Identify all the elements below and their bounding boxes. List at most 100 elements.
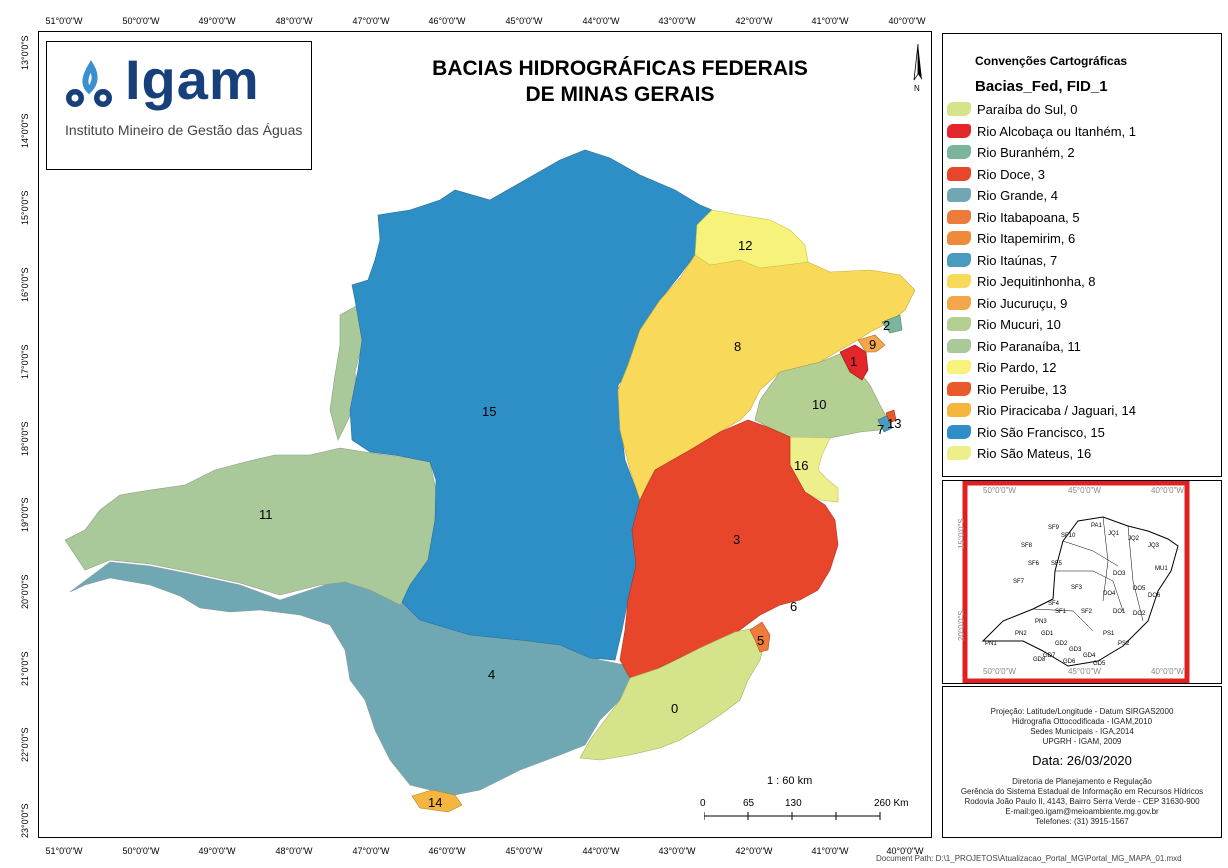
inset-code: GD4: [1083, 653, 1096, 659]
basin-rio-pardo[interactable]: [694, 209, 809, 269]
basin-rio-itabapoana[interactable]: [749, 621, 771, 653]
info-line: Sedes Municipais - IGA,2014: [1030, 727, 1134, 736]
inset-map: [962, 480, 1190, 684]
info-line: UPGRH - IGAM, 2009: [1042, 737, 1122, 746]
basin-label: 15: [482, 404, 497, 419]
inset-code: SF4: [1048, 601, 1060, 607]
inset-code: DO5: [1133, 586, 1146, 592]
map-date: Data: 26/03/2020: [1032, 753, 1132, 768]
inset-locator: 50°0'0"W 45°0'0"W 40°0'0"W 50°0'0"W 45°0…: [942, 480, 1222, 684]
tick-top: 47°0'0"W: [352, 16, 390, 26]
basin-paraiba-do-sul[interactable]: [579, 627, 766, 761]
tick-bottom: 41°0'0"W: [811, 846, 849, 856]
basin-rio-buranhem[interactable]: [881, 314, 903, 334]
tick-bottom: 45°0'0"W: [505, 846, 543, 856]
info-panel: Projeção: Latitude/Longitude - Datum SIR…: [942, 686, 1222, 838]
inset-code: PS1: [1103, 631, 1115, 637]
inset-code: DO1: [1113, 609, 1126, 615]
legend-swatch: [947, 360, 971, 374]
legend-item: Rio Jequitinhonha, 8: [947, 274, 1096, 289]
inset-code: SF7: [1013, 579, 1025, 585]
inset-code: PN1: [985, 641, 997, 647]
credit-line: Diretoria de Planejamento e Regulação: [1012, 777, 1152, 786]
legend-item: Rio São Mateus, 16: [947, 446, 1091, 461]
tick-top: 46°0'0"W: [428, 16, 466, 26]
basin-label: 7: [877, 422, 885, 437]
legend-label: Rio Grande, 4: [977, 188, 1058, 203]
inset-code: JQ3: [1148, 543, 1160, 549]
basin-rio-alcobaca[interactable]: [839, 344, 869, 381]
inset-lon-label: 50°0'0"W: [983, 486, 1016, 495]
inset-code: GD2: [1055, 641, 1068, 647]
inset-code: DO2: [1133, 611, 1146, 617]
inset-code: GD5: [1093, 661, 1106, 667]
tick-bottom: 49°0'0"W: [198, 846, 236, 856]
logo-subtitle: Instituto Mineiro de Gestão das Águas: [65, 122, 303, 138]
scale-tick: 130: [785, 798, 802, 809]
north-arrow: N: [912, 43, 924, 94]
scale-ratio: 1 : 60 km: [767, 775, 813, 787]
legend-label: Rio Jucuruçu, 9: [977, 295, 1068, 311]
basin-rio-jucurucu[interactable]: [857, 334, 886, 353]
basin-rio-doce[interactable]: [619, 419, 839, 679]
inset-code: SF3: [1071, 585, 1083, 591]
legend-item: Rio São Francisco, 15: [947, 424, 1105, 440]
info-line: Projeção: Latitude/Longitude - Datum SIR…: [990, 707, 1174, 716]
tick-bottom: 48°0'0"W: [275, 846, 313, 856]
legend-item: Rio Doce, 3: [947, 166, 1045, 182]
basin-label: 9: [869, 337, 877, 352]
basin-label: 10: [812, 397, 827, 412]
legend-item: Rio Peruibe, 13: [947, 381, 1067, 397]
inset-code: GD6: [1063, 659, 1076, 665]
tick-bottom: 46°0'0"W: [428, 846, 466, 856]
credit-line: Telefones: (31) 3915-1567: [1035, 817, 1129, 826]
legend-label: Rio Mucuri, 10: [977, 317, 1061, 332]
legend-item: Rio Mucuri, 10: [947, 317, 1061, 332]
inset-lon-label: 45°0'0"W: [1068, 486, 1101, 495]
basin-rio-paranaiba[interactable]: [64, 447, 439, 606]
basin-label: 12: [738, 238, 753, 253]
basin-label: 2: [883, 318, 891, 333]
north-arrow-icon: [913, 43, 922, 81]
legend-item: Rio Buranhém, 2: [947, 145, 1075, 160]
basin-label: 6: [790, 599, 798, 614]
legend-label: Rio Itaúnas, 7: [977, 252, 1058, 268]
inset-code: SF5: [1051, 561, 1063, 567]
inset-code: SF8: [1021, 543, 1033, 549]
inset-code: DO3: [1113, 571, 1126, 577]
legend-item: Rio Itapemirim, 6: [947, 231, 1075, 246]
legend-swatch: [947, 209, 971, 224]
legend-item: Rio Jucuruçu, 9: [947, 295, 1068, 311]
legend-label: Rio Peruibe, 13: [977, 381, 1067, 397]
legend-label: Rio Jequitinhonha, 8: [977, 274, 1096, 289]
legend-swatch: [947, 381, 971, 396]
inset-code: SF10: [1061, 533, 1076, 539]
inset-frame: [962, 480, 1190, 684]
tick-top: 50°0'0"W: [122, 16, 160, 26]
basin-label: 5: [757, 633, 765, 648]
tick-top: 40°0'0"W: [888, 16, 926, 26]
inset-lat-label: 15°0'0"S: [957, 518, 966, 549]
legend-label: Rio Buranhém, 2: [977, 145, 1075, 160]
basin-rio-peruibe[interactable]: [885, 409, 897, 424]
inset-code: SF6: [1028, 561, 1040, 567]
inset-code: DO4: [1103, 591, 1116, 597]
tick-top: 42°0'0"W: [735, 16, 773, 26]
scale-tick: 65: [743, 798, 755, 809]
inset-code: JQ1: [1108, 531, 1120, 537]
tick-top: 48°0'0"W: [275, 16, 313, 26]
tick-top: 44°0'0"W: [582, 16, 620, 26]
inset-code: GD1: [1041, 631, 1054, 637]
tick-bottom: 51°0'0"W: [45, 846, 83, 856]
basin-rio-piracicaba-jaguari[interactable]: [411, 789, 463, 813]
title-line-2: DE MINAS GERAIS: [525, 83, 715, 106]
map-title: BACIAS HIDROGRÁFICAS FEDERAIS DE MINAS G…: [360, 56, 880, 108]
scale-bar: [704, 812, 881, 820]
basin-label: 16: [794, 458, 809, 473]
legend-swatch: [947, 403, 971, 417]
inset-code: GD8: [1033, 657, 1046, 663]
info-line: Hidrografia Ottocodificada - IGAM,2010: [1011, 717, 1153, 726]
legend-heading: Convenções Cartográficas: [975, 54, 1128, 68]
legend-swatch: [947, 424, 971, 439]
basin-rio-jequitinhonha[interactable]: [617, 254, 916, 501]
